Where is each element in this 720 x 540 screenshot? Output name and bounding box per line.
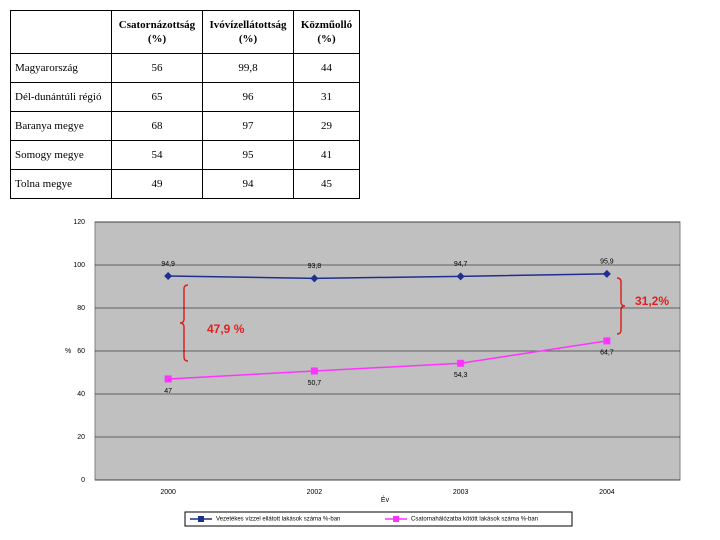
annotation: 47,9 % <box>207 322 245 336</box>
data-label: 95,9 <box>600 259 614 266</box>
y-tick-label: 80 <box>77 305 85 312</box>
data-label: 47 <box>164 388 172 395</box>
value-cell: 41 <box>293 140 360 170</box>
x-tick-label: 2003 <box>453 489 469 496</box>
data-label: 94,9 <box>161 261 175 268</box>
header-cell: Közműolló (%) <box>293 10 360 54</box>
data-label: 54,3 <box>454 372 468 379</box>
series-line <box>168 273 607 280</box>
y-tick-label: 20 <box>77 434 85 441</box>
legend-marker <box>198 516 204 522</box>
data-label: 94,7 <box>454 261 468 268</box>
y-tick-label: 0 <box>81 477 85 484</box>
x-axis-label: Év <box>381 495 390 504</box>
value-cell: 29 <box>293 111 360 141</box>
point <box>457 359 465 367</box>
value-cell: 94 <box>202 169 294 199</box>
legend <box>184 511 573 527</box>
value-cell: 65 <box>111 82 203 112</box>
data-label: 64,7 <box>600 350 614 357</box>
y-tick-label: 120 <box>73 219 85 226</box>
series-line <box>168 340 607 380</box>
x-tick-label: 2002 <box>307 489 323 496</box>
row-label: Somogy megye <box>10 140 112 170</box>
point <box>310 274 319 283</box>
y-axis-label: % <box>65 348 71 355</box>
table-row: Somogy megye 54 95 41 <box>10 140 360 170</box>
legend-label: Csatornahálózatba kötött lakások száma %… <box>411 517 538 523</box>
row-label: Tolna megye <box>10 169 112 199</box>
table-row: Tolna megye 49 94 45 <box>10 169 360 199</box>
legend-marker <box>393 516 399 522</box>
value-cell: 97 <box>202 111 294 141</box>
annotation: 31,2% <box>635 294 669 308</box>
table-row: Baranya megye 68 97 29 <box>10 111 360 141</box>
value-cell: 56 <box>111 53 203 83</box>
point <box>456 272 465 281</box>
point <box>603 337 611 345</box>
brace <box>179 284 189 362</box>
y-tick-label: 60 <box>77 348 85 355</box>
legend-label: Vezetékes vízzel ellátott lakások száma … <box>216 517 340 523</box>
row-label: Baranya megye <box>10 111 112 141</box>
value-cell: 49 <box>111 169 203 199</box>
y-tick-label: 40 <box>77 391 85 398</box>
data-table: Csatornázottság (%) Ivóvízellátottság (%)… <box>10 10 360 199</box>
point <box>164 271 173 280</box>
point <box>310 367 318 375</box>
point <box>602 269 611 278</box>
data-label: 93,8 <box>308 263 322 270</box>
brace <box>616 277 626 335</box>
data-label: 50,7 <box>308 380 322 387</box>
value-cell: 68 <box>111 111 203 141</box>
x-tick-label: 2000 <box>160 489 176 496</box>
row-label: Magyarország <box>10 53 112 83</box>
y-tick-label: 100 <box>73 262 85 269</box>
value-cell: 45 <box>293 169 360 199</box>
point <box>164 375 172 383</box>
x-tick-label: 2004 <box>599 489 615 496</box>
